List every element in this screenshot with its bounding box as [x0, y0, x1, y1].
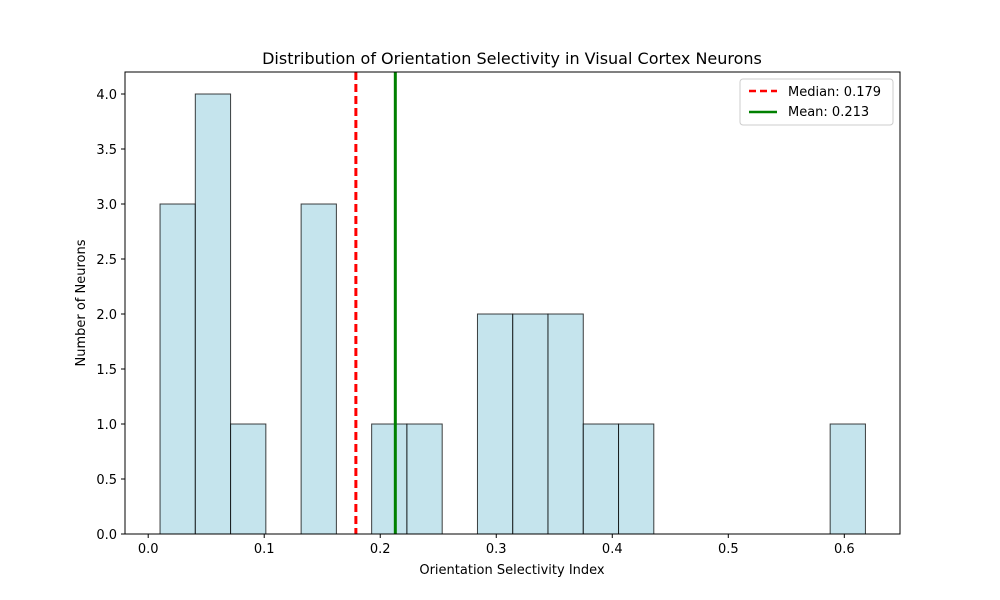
x-tick-label: 0.6 [834, 542, 855, 557]
chart-title: Distribution of Orientation Selectivity … [262, 49, 762, 68]
x-tick-label: 0.1 [254, 542, 275, 557]
reference-lines [354, 72, 397, 534]
histogram-bar [300, 203, 337, 535]
y-axis-ticks: 0.0 0.5 1.0 1.5 2.0 2.5 3.0 3.5 4.0 [96, 88, 125, 543]
legend-box [739, 78, 894, 126]
histogram-bar [829, 423, 866, 535]
y-tick-label: 1.5 [96, 363, 117, 378]
histogram-bar [618, 423, 655, 535]
histogram-bar [476, 313, 514, 535]
histogram-bar [230, 423, 267, 535]
legend-mean-label: Mean: 0.213 [788, 105, 869, 120]
x-tick-label: 0.2 [370, 542, 391, 557]
histogram-bar [194, 93, 232, 535]
y-tick-label: 2.5 [96, 253, 117, 268]
x-axis-label: Orientation Selectivity Index [419, 563, 605, 578]
histogram-bar [159, 203, 196, 535]
histogram-bar [547, 313, 584, 535]
x-tick-label: 0.0 [138, 542, 159, 557]
y-tick-label: 0.5 [96, 473, 117, 488]
x-tick-label: 0.5 [718, 542, 739, 557]
plot-frame [124, 71, 901, 535]
histogram-bar [582, 423, 620, 535]
legend-median-label: Median: 0.179 [788, 85, 881, 100]
y-tick-label: 0.0 [96, 528, 117, 543]
histogram-bar [371, 423, 408, 535]
y-tick-label: 1.0 [96, 418, 117, 433]
histogram-bars [159, 93, 866, 535]
y-tick-label: 4.0 [96, 88, 117, 103]
histogram-bar [406, 423, 443, 535]
x-tick-label: 0.4 [602, 542, 623, 557]
y-tick-label: 3.5 [96, 143, 117, 158]
y-tick-label: 3.0 [96, 198, 117, 213]
x-tick-label: 0.3 [486, 542, 507, 557]
x-axis-ticks: 0.0 0.1 0.2 0.3 0.4 0.5 0.6 [138, 534, 855, 557]
y-tick-label: 2.0 [96, 308, 117, 323]
histogram-bar [512, 313, 549, 535]
legend: Median: 0.179 Mean: 0.213 [739, 78, 894, 126]
y-axis-label: Number of Neurons [74, 239, 89, 366]
